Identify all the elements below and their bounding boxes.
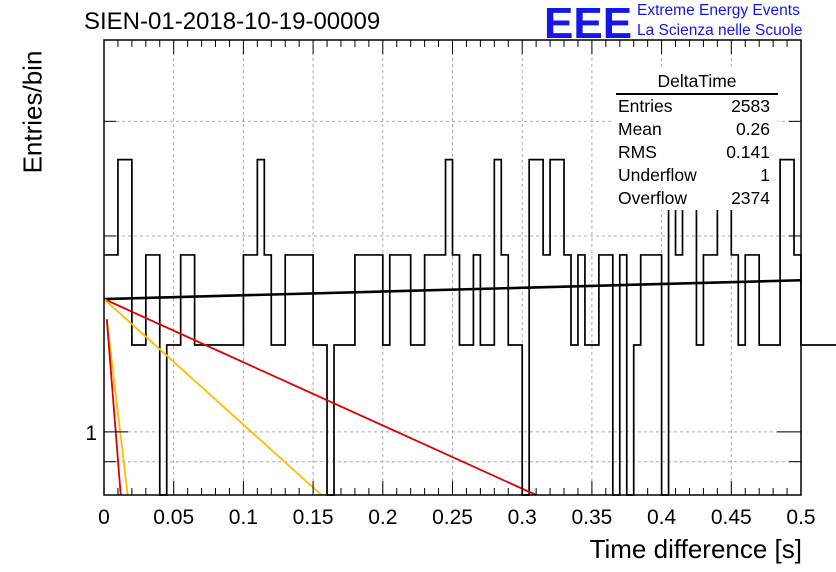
stats-title: DeltaTime [616,70,778,95]
logo-line-1: Extreme Energy Events [637,2,800,19]
fast-exponential-yellow-line [105,319,129,496]
stats-label: Overflow [618,188,688,208]
fast-exponential-red-line [105,319,122,496]
x-tick-label: 0.3 [508,506,537,529]
stats-box: DeltaTime Entries 2583 Mean 0.26 RMS 0.1… [612,70,778,210]
y-axis-label: Entries/bin [17,50,48,174]
stats-value: 1 [760,165,770,185]
stats-row-underflow: Underflow 1 [612,164,778,187]
flat-fit-line [103,278,802,301]
stats-value: 2374 [731,188,770,208]
stats-label: Underflow [618,165,697,185]
slow-exponential-line [103,298,537,496]
stats-row-rms: RMS 0.141 [612,141,778,164]
stats-label: Mean [618,119,662,139]
x-tick-label: 0.15 [293,506,334,529]
stats-label: Entries [618,96,673,116]
stats-row-mean: Mean 0.26 [612,118,778,141]
x-tick-label: 0.45 [711,506,752,529]
stats-label: RMS [618,142,657,162]
x-tick-label: 0.25 [432,506,473,529]
x-tick-label: 0.5 [786,506,815,529]
stats-value: 0.141 [726,142,770,162]
stats-value: 2583 [731,96,770,116]
x-tick-label: 0.4 [647,506,677,529]
eee-logo: EEE [544,0,633,48]
x-tick-label: 0.1 [229,506,258,529]
x-tick-label: 0 [98,506,110,529]
stats-value: 0.26 [735,119,770,139]
stats-row-overflow: Overflow 2374 [612,187,778,210]
y-tick-label: 1 [85,422,97,445]
medium-exponential-line [103,298,323,496]
x-tick-label: 0.2 [368,506,397,529]
histogram-line [104,158,836,496]
logo-line-2: La Scienza nelle Scuole [637,22,803,39]
x-tick-label: 0.05 [153,506,194,529]
stats-row-entries: Entries 2583 [612,95,778,118]
x-tick-label: 0.35 [571,506,612,529]
chart-title: SIEN-01-2018-10-19-00009 [84,8,381,35]
x-axis-label: Time difference [s] [589,534,802,564]
